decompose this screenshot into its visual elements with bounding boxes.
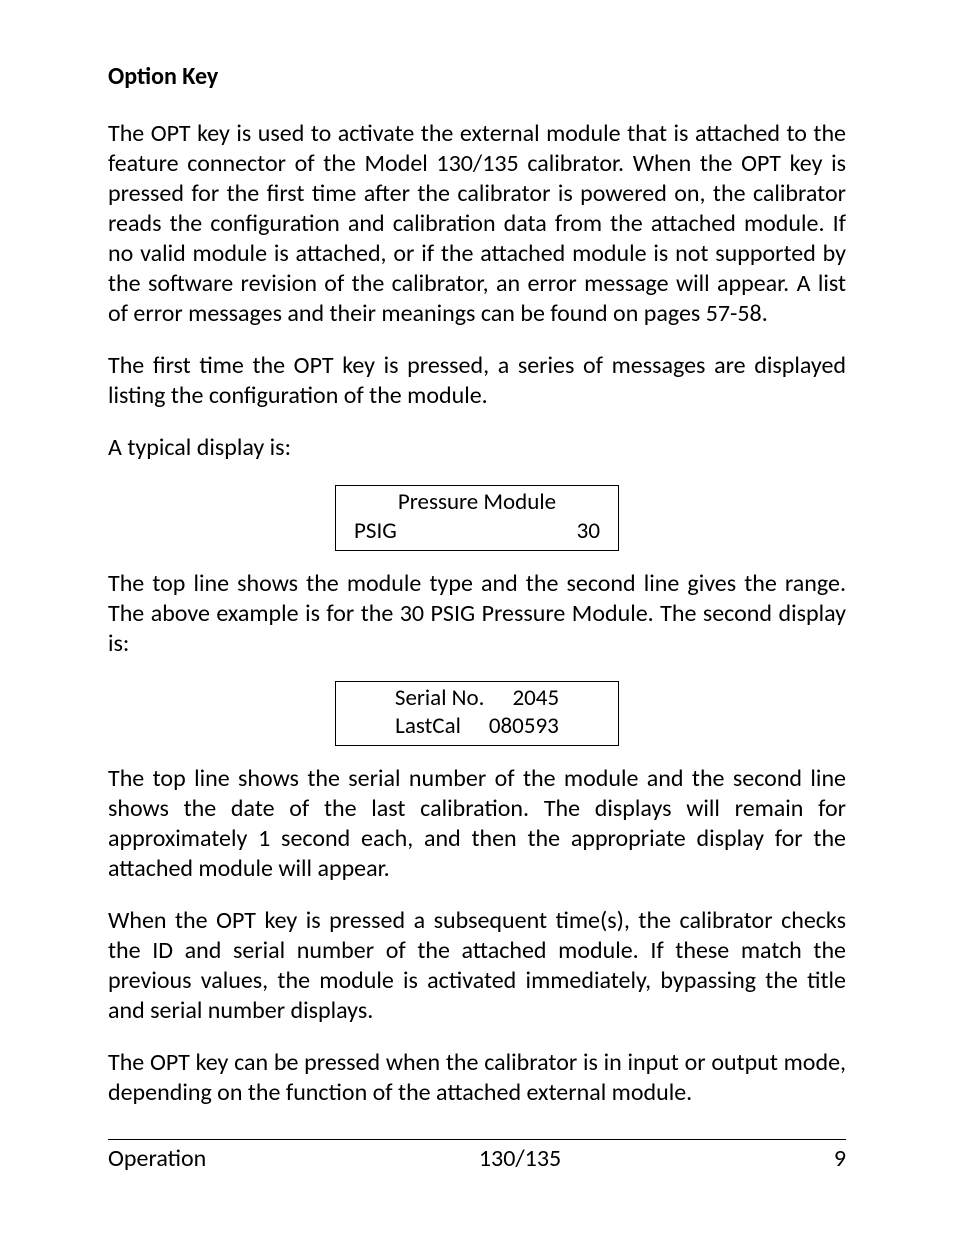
paragraph-5: The top line shows the serial number of … xyxy=(108,764,846,884)
display1-line1: Pressure Module xyxy=(350,488,604,517)
display2-line2-right: 080593 xyxy=(489,712,559,741)
display2-line2: LastCal 080593 xyxy=(350,712,604,741)
footer-left: Operation xyxy=(108,1144,206,1173)
footer-center: 130/135 xyxy=(479,1144,561,1173)
display2-line1-left: Serial No. xyxy=(395,684,485,713)
paragraph-4: The top line shows the module type and t… xyxy=(108,569,846,659)
display1-line2-right: 30 xyxy=(577,517,600,546)
display2-line1-right: 2045 xyxy=(512,684,559,713)
page-footer: Operation 130/135 9 xyxy=(108,1139,846,1173)
footer-row: Operation 130/135 9 xyxy=(108,1144,846,1173)
footer-rule xyxy=(108,1139,846,1140)
paragraph-7: The OPT key can be pressed when the cali… xyxy=(108,1048,846,1108)
display1-line2: PSIG 30 xyxy=(350,517,604,546)
paragraph-1: The OPT key is used to activate the exte… xyxy=(108,119,846,329)
display2-line2-left: LastCal xyxy=(395,712,461,741)
paragraph-2: The first time the OPT key is pressed, a… xyxy=(108,351,846,411)
paragraph-3: A typical display is: xyxy=(108,433,846,463)
display1-line2-left: PSIG xyxy=(354,517,397,546)
footer-right: 9 xyxy=(834,1144,846,1173)
section-heading: Option Key xyxy=(108,62,846,91)
display-box-2: Serial No. 2045 LastCal 080593 xyxy=(335,681,619,747)
display2-line1: Serial No. 2045 xyxy=(350,684,604,713)
display-box-1: Pressure Module PSIG 30 xyxy=(335,485,619,551)
document-page: Option Key The OPT key is used to activa… xyxy=(0,0,954,1235)
paragraph-6: When the OPT key is pressed a subsequent… xyxy=(108,906,846,1026)
